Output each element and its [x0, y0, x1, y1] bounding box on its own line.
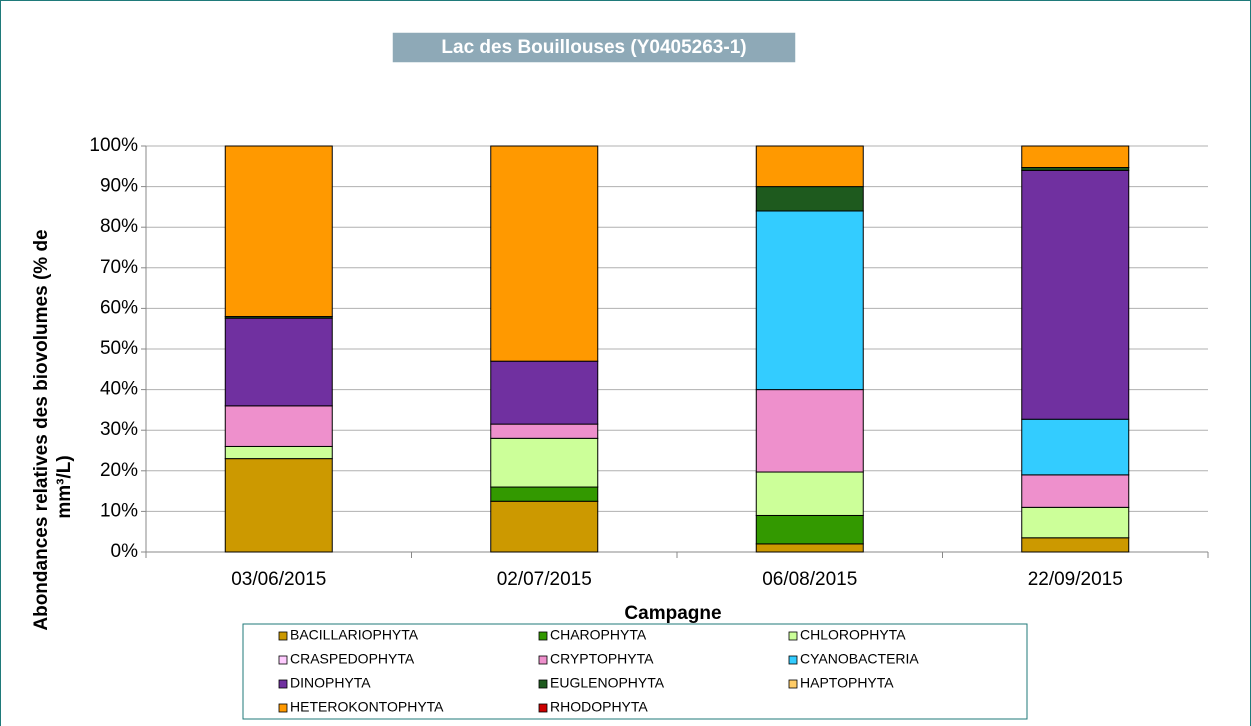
- legend-swatch: [278, 679, 288, 689]
- y-tick-label: 60%: [100, 297, 138, 318]
- legend-swatch: [788, 655, 798, 665]
- y-tick-label: 70%: [100, 257, 138, 278]
- bar-segment: [755, 543, 864, 553]
- bar-segment: [1021, 506, 1130, 539]
- x-tick-label: 02/07/2015: [497, 569, 592, 590]
- legend-swatch: [538, 679, 548, 689]
- bar-segment: [490, 423, 599, 439]
- bar-segment: [1021, 474, 1130, 508]
- bar-segment: [755, 145, 864, 188]
- bar-segment: [755, 389, 864, 473]
- legend-label: BACILLARIOPHYTA: [290, 627, 419, 643]
- legend-label: CHAROPHYTA: [550, 627, 647, 643]
- x-tick-label: 22/09/2015: [1028, 569, 1123, 590]
- y-tick-label: 0%: [111, 541, 139, 562]
- y-tick-label: 50%: [100, 338, 138, 359]
- legend-label: EUGLENOPHYTA: [550, 675, 665, 691]
- y-tick-label: 100%: [89, 135, 138, 156]
- bar-segment: [224, 445, 333, 460]
- y-tick-label: 10%: [100, 500, 138, 521]
- y-axis-label: Abondances relatives des biovolumes (% d…: [31, 229, 52, 630]
- y-tick-label: 90%: [100, 176, 138, 197]
- chart-title: Lac des Bouillouses (Y0405263-1): [441, 37, 746, 58]
- bar-segment: [755, 186, 864, 212]
- bar-segment: [224, 317, 333, 407]
- legend-swatch: [538, 703, 548, 713]
- bar-segment: [490, 437, 599, 488]
- legend-label: CRASPEDOPHYTA: [290, 651, 415, 667]
- y-tick-label: 80%: [100, 216, 138, 237]
- legend-label: CHLOROPHYTA: [800, 627, 906, 643]
- x-tick-label: 06/08/2015: [762, 569, 857, 590]
- y-axis-label: mm³/L): [54, 455, 75, 518]
- bar-segment: [755, 514, 864, 545]
- bar-segment: [755, 471, 864, 516]
- legend-box: [242, 623, 1028, 720]
- bar-segment: [490, 145, 599, 362]
- legend-label: CYANOBACTERIA: [800, 651, 919, 667]
- y-tick-label: 20%: [100, 460, 138, 481]
- x-axis-label: Campagne: [624, 603, 721, 624]
- bar-segment: [1021, 145, 1130, 169]
- bar-segment: [755, 210, 864, 391]
- bar-segment: [224, 458, 333, 553]
- bar-segment: [1021, 537, 1130, 553]
- legend-swatch: [788, 631, 798, 641]
- legend-label: HETEROKONTOPHYTA: [290, 699, 444, 715]
- title-box: [391, 31, 797, 64]
- bar-segment: [224, 405, 333, 447]
- legend-label: RHODOPHYTA: [550, 699, 648, 715]
- legend-swatch: [538, 631, 548, 641]
- bar-segment: [490, 360, 599, 425]
- bar-segment: [1021, 418, 1130, 476]
- legend-swatch: [278, 631, 288, 641]
- legend-swatch: [278, 703, 288, 713]
- legend-swatch: [278, 655, 288, 665]
- bar-segment: [224, 145, 333, 318]
- bar-segment: [490, 500, 599, 553]
- y-tick-label: 30%: [100, 419, 138, 440]
- y-tick-label: 40%: [100, 379, 138, 400]
- bar-segment: [1021, 169, 1130, 420]
- x-tick-label: 03/06/2015: [231, 569, 326, 590]
- legend-label: DINOPHYTA: [290, 675, 371, 691]
- bar-segment: [490, 486, 599, 502]
- legend-label: CRYPTOPHYTA: [550, 651, 654, 667]
- legend-swatch: [788, 679, 798, 689]
- legend-label: HAPTOPHYTA: [800, 675, 894, 691]
- legend-swatch: [538, 655, 548, 665]
